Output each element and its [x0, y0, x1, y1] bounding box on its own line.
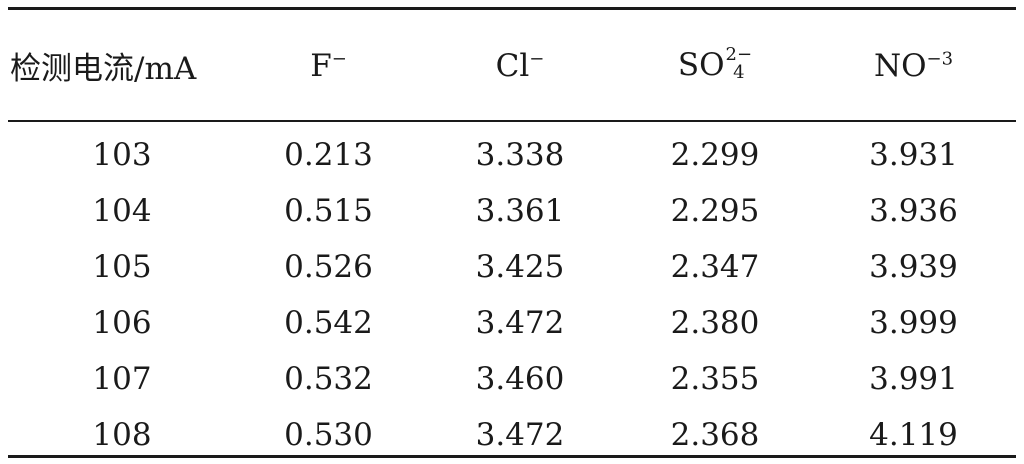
cell-nitrate: 3.999	[869, 305, 958, 341]
cell-nitrate: 3.936	[869, 193, 958, 229]
cell-nitrate: 4.119	[869, 417, 958, 453]
table-row: 103 0.213 3.338 2.299 3.931	[8, 121, 1016, 183]
cell-current: 108	[92, 417, 152, 453]
header-sulfate-base: SO	[677, 46, 725, 83]
cell-chloride: 3.338	[475, 137, 565, 173]
data-table: 检测电流/mA F− Cl− SO 2− 4 NO−3 103 0.213	[8, 0, 1016, 464]
table-row: 105 0.526 3.425 2.347 3.939	[8, 239, 1016, 295]
header-chloride: Cl−	[421, 10, 619, 121]
header-chloride-charge: −	[529, 48, 545, 70]
header-current: 检测电流/mA	[8, 10, 236, 121]
header-nitrate-base: NO	[873, 47, 927, 84]
header-chloride-base: Cl	[495, 47, 530, 84]
cell-current: 105	[92, 249, 152, 285]
cell-sulfate: 2.355	[670, 361, 760, 397]
cell-fluoride: 0.213	[284, 137, 373, 173]
cell-sulfate: 2.295	[670, 193, 760, 229]
header-nitrate-charge: −3	[926, 48, 954, 70]
cell-fluoride: 0.530	[284, 417, 373, 453]
header-row: 检测电流/mA F− Cl− SO 2− 4 NO−3	[8, 10, 1016, 121]
cell-chloride: 3.472	[475, 417, 565, 453]
cell-current: 104	[92, 193, 152, 229]
cell-chloride: 3.425	[475, 249, 565, 285]
cell-chloride: 3.361	[475, 193, 565, 229]
cell-nitrate: 3.931	[869, 137, 958, 173]
header-sulfate-charge: 2−	[725, 44, 753, 66]
cell-fluoride: 0.526	[284, 249, 373, 285]
header-current-label: 检测电流/mA	[10, 51, 197, 87]
header-sulfate-subscript: 4	[733, 62, 745, 84]
header-fluoride-base: F	[310, 47, 332, 84]
table-row: 108 0.530 3.472 2.368 4.119	[8, 407, 1016, 463]
cell-fluoride: 0.542	[284, 305, 373, 341]
cell-chloride: 3.472	[475, 305, 565, 341]
cell-sulfate: 2.368	[670, 417, 760, 453]
table-bottom-rule	[8, 455, 1016, 458]
header-nitrate: NO−3	[811, 10, 1016, 121]
table-header-rule	[8, 120, 1016, 122]
header-fluoride: F−	[236, 10, 421, 121]
cell-current: 107	[92, 361, 152, 397]
table-row: 107 0.532 3.460 2.355 3.991	[8, 351, 1016, 407]
cell-sulfate: 2.347	[670, 249, 760, 285]
cell-chloride: 3.460	[475, 361, 565, 397]
cell-nitrate: 3.991	[869, 361, 958, 397]
cell-current: 106	[92, 305, 152, 341]
ion-concentration-table: 检测电流/mA F− Cl− SO 2− 4 NO−3 103 0.213	[8, 10, 1016, 463]
table-row: 106 0.542 3.472 2.380 3.999	[8, 295, 1016, 351]
header-sulfate: SO 2− 4	[619, 10, 811, 121]
cell-fluoride: 0.532	[284, 361, 373, 397]
cell-sulfate: 2.299	[670, 137, 760, 173]
cell-sulfate: 2.380	[670, 305, 760, 341]
table-row: 104 0.515 3.361 2.295 3.936	[8, 183, 1016, 239]
cell-current: 103	[92, 137, 152, 173]
cell-fluoride: 0.515	[284, 193, 373, 229]
header-fluoride-charge: −	[331, 48, 347, 70]
cell-nitrate: 3.939	[869, 249, 958, 285]
table-top-rule	[8, 7, 1016, 10]
